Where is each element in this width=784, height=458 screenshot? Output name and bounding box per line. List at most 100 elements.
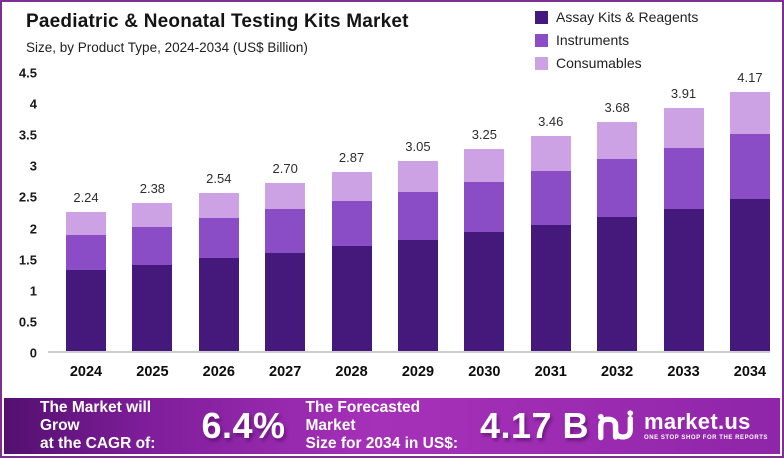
bar-segment-2033-assay-kits-reagents bbox=[663, 208, 704, 351]
x-label-2034: 2034 bbox=[733, 364, 767, 380]
x-label-2024: 2024 bbox=[69, 364, 103, 380]
y-axis: 4.5 4 3.5 3 2.5 2 1.5 1 0.5 0 bbox=[2, 66, 42, 361]
x-label-2031: 2031 bbox=[534, 364, 567, 380]
y-tick-4.5: 4.5 bbox=[18, 65, 37, 81]
legend-label-2: Consumables bbox=[556, 55, 642, 71]
bar-segment-2026-assay-kits-reagents bbox=[198, 258, 239, 351]
x-label-2028: 2028 bbox=[335, 364, 368, 380]
bar-segment-2026-instruments bbox=[198, 218, 239, 259]
x-label-2027: 2027 bbox=[269, 364, 302, 380]
marketus-logo[interactable]: market.us ONE STOP SHOP FOR THE REPORTS bbox=[597, 410, 768, 442]
bar-total-label-2033: 3.91 bbox=[670, 85, 697, 101]
x-label-2032: 2032 bbox=[600, 364, 634, 380]
legend-label-0: Assay Kits & Reagents bbox=[556, 9, 699, 25]
bar-total-label-2026: 2.54 bbox=[206, 170, 232, 186]
bar-total-label-2034: 4.17 bbox=[737, 69, 763, 85]
bar-segment-2028-assay-kits-reagents bbox=[331, 245, 372, 351]
y-tick-1: 1 bbox=[29, 283, 37, 299]
x-axis: 2024 2025 2026 2027 2028 2029 2030 2031 2032 2033… bbox=[48, 364, 770, 380]
y-tick-0.5: 0.5 bbox=[18, 314, 37, 330]
x-label-2033: 2033 bbox=[667, 364, 700, 380]
bar-group-2025: 2.38 bbox=[132, 181, 173, 351]
y-tick-2: 2 bbox=[29, 221, 37, 237]
bar-segment-2030-instruments bbox=[464, 181, 505, 233]
plot-area: 2.24 2.38 2.54 2.70 2.87 3.05 3.25 3.46 3.68 3.91… bbox=[48, 70, 770, 353]
legend-item-0: Assay Kits & Reagents bbox=[535, 9, 698, 25]
bar-segment-2027-instruments bbox=[265, 209, 306, 253]
marketus-logo-textblock: market.us ONE STOP SHOP FOR THE REPORTS bbox=[644, 409, 768, 442]
forecast-label-line1: The Forecasted Market bbox=[305, 399, 421, 435]
cagr-label-line2: at the CAGR of: bbox=[40, 434, 156, 452]
bar-total-label-2030: 3.25 bbox=[471, 126, 497, 142]
forecast-value: 4.17 B bbox=[479, 405, 590, 446]
y-tick-1.5: 1.5 bbox=[18, 252, 37, 268]
y-tick-4: 4 bbox=[29, 96, 37, 112]
bar-segment-2028-instruments bbox=[331, 201, 372, 246]
bar-segment-2025-instruments bbox=[132, 227, 173, 265]
legend-item-2: Consumables bbox=[535, 55, 698, 71]
bar-group-2034: 4.17 bbox=[729, 70, 770, 351]
legend-swatch-1 bbox=[535, 33, 548, 47]
bar-segment-2032-consumables bbox=[597, 122, 638, 160]
bar-group-2027: 2.70 bbox=[265, 161, 306, 351]
bar-group-2033: 3.91 bbox=[663, 86, 704, 351]
bar-group-2032: 3.68 bbox=[597, 100, 638, 351]
marketus-logo-tagline: ONE STOP SHOP FOR THE REPORTS bbox=[644, 435, 768, 441]
bar-total-label-2024: 2.24 bbox=[73, 189, 99, 205]
bar-segment-2034-assay-kits-reagents bbox=[729, 199, 770, 351]
bar-total-label-2028: 2.87 bbox=[338, 150, 365, 166]
y-tick-0: 0 bbox=[29, 345, 37, 361]
bar-segment-2031-assay-kits-reagents bbox=[530, 224, 571, 351]
bar-segment-2024-assay-kits-reagents bbox=[66, 269, 106, 351]
bar-segment-2030-assay-kits-reagents bbox=[464, 232, 505, 351]
bar-segment-2024-instruments bbox=[66, 235, 106, 270]
marketus-logo-text: market.us bbox=[644, 409, 751, 434]
y-tick-3.5: 3.5 bbox=[18, 127, 37, 143]
bar-segment-2025-assay-kits-reagents bbox=[132, 264, 173, 351]
bar-segment-2034-consumables bbox=[729, 91, 770, 134]
x-label-2030: 2030 bbox=[468, 364, 501, 380]
bar-segment-2030-consumables bbox=[464, 148, 505, 182]
legend-label-1: Instruments bbox=[556, 32, 630, 48]
bar-segment-2029-consumables bbox=[397, 161, 438, 192]
cagr-label-line1: The Market will Grow bbox=[40, 399, 152, 435]
marketus-logo-icon bbox=[597, 410, 634, 441]
bar-group-2031: 3.46 bbox=[530, 114, 571, 351]
legend: Assay Kits & Reagents Instruments Consumab… bbox=[535, 9, 698, 71]
bar-segment-2027-consumables bbox=[265, 183, 306, 210]
bar-segment-2024-consumables bbox=[66, 211, 106, 236]
legend-item-1: Instruments bbox=[535, 32, 698, 48]
bar-total-label-2027: 2.70 bbox=[272, 161, 298, 176]
bar-segment-2033-consumables bbox=[663, 107, 704, 148]
bar-group-2030: 3.25 bbox=[464, 127, 505, 351]
bar-segment-2029-assay-kits-reagents bbox=[397, 239, 438, 351]
bar-segment-2033-instruments bbox=[663, 147, 704, 209]
forecast-label: The Forecasted Market Size for 2034 in U… bbox=[306, 399, 464, 452]
chart-title: Paediatric & Neonatal Testing Kits Marke… bbox=[26, 11, 409, 32]
x-label-2026: 2026 bbox=[202, 364, 235, 380]
bar-segment-2032-assay-kits-reagents bbox=[597, 216, 638, 351]
legend-swatch-2 bbox=[535, 56, 548, 70]
bar-segment-2029-instruments bbox=[397, 191, 438, 240]
x-label-2029: 2029 bbox=[401, 364, 435, 380]
forecast-label-line2: Size for 2034 in US$: bbox=[305, 434, 458, 452]
x-label-2025: 2025 bbox=[136, 364, 169, 380]
bar-segment-2034-instruments bbox=[729, 133, 770, 200]
bar-total-label-2032: 3.68 bbox=[604, 100, 630, 116]
bar-total-label-2029: 3.05 bbox=[405, 139, 431, 155]
y-tick-2.5: 2.5 bbox=[18, 189, 37, 205]
bar-group-2026: 2.54 bbox=[198, 171, 239, 351]
bar-group-2024: 2.24 bbox=[66, 190, 106, 351]
legend-swatch-0 bbox=[535, 10, 548, 24]
bar-segment-2027-assay-kits-reagents bbox=[265, 252, 306, 351]
cagr-label: The Market will Grow at the CAGR of: bbox=[40, 399, 185, 452]
bottom-banner: The Market will Grow at the CAGR of: 6.4… bbox=[4, 398, 780, 454]
bar-segment-2031-consumables bbox=[530, 135, 571, 171]
bar-segment-2025-consumables bbox=[132, 202, 173, 228]
bar-segment-2032-instruments bbox=[597, 159, 638, 217]
bar-group-2028: 2.87 bbox=[331, 150, 372, 351]
cagr-value: 6.4% bbox=[201, 405, 286, 446]
bar-segment-2026-consumables bbox=[198, 192, 239, 219]
bar-total-label-2031: 3.46 bbox=[538, 113, 564, 129]
